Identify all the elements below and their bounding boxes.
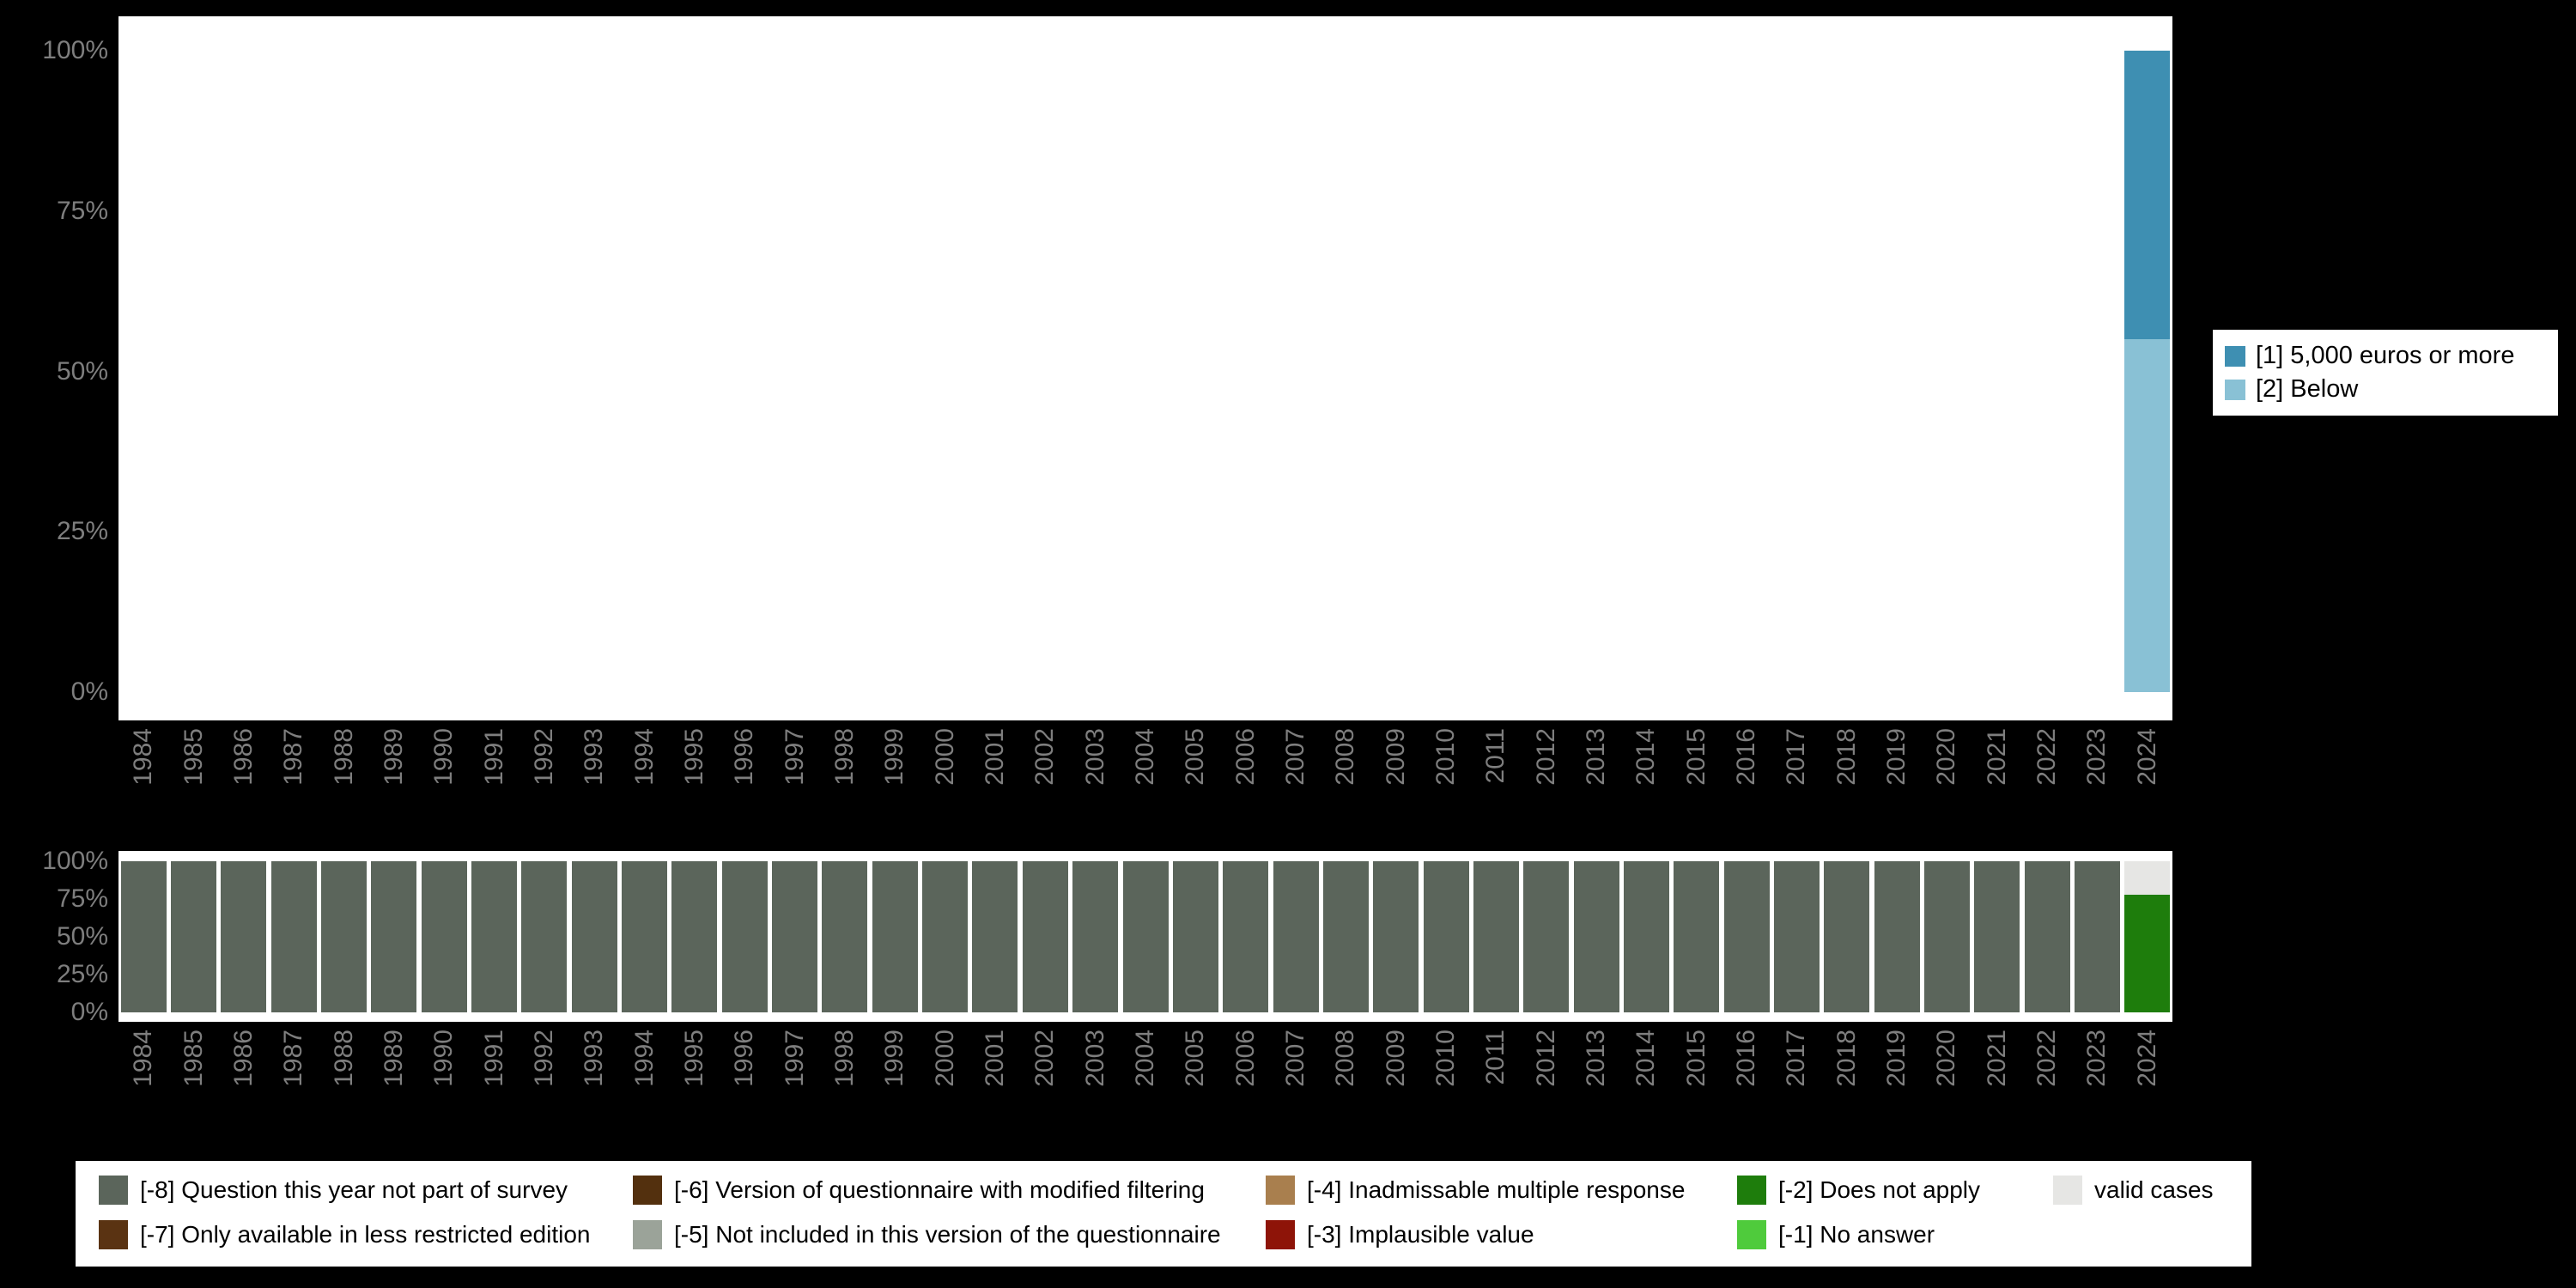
bar-segment	[2124, 339, 2171, 692]
x-axis-tick-text: 2024	[2132, 1030, 2161, 1087]
legend-swatch	[633, 1176, 662, 1205]
y-axis-tick-label: 25%	[56, 960, 108, 988]
legend-label: [-7] Only available in less restricted e…	[140, 1221, 591, 1248]
bar-segment	[972, 861, 1018, 1012]
missing-values-legend: [-8] Question this year not part of surv…	[76, 1161, 2251, 1267]
bar-segment	[1623, 861, 1669, 1012]
bar-segment	[471, 861, 518, 1012]
legend-item: [-1] No answer	[1737, 1220, 2053, 1249]
legend-label: [2] Below	[2256, 375, 2359, 403]
x-axis-tick-label: 2024	[2100, 1029, 2195, 1125]
legend-swatch	[99, 1220, 128, 1249]
bar-segment	[171, 861, 216, 1012]
legend-item: [2] Below	[2225, 375, 2558, 404]
y-axis-tick-label: 75%	[56, 884, 108, 913]
legend-label: [-1] No answer	[1778, 1221, 1935, 1248]
bar-segment	[1322, 861, 1369, 1012]
bar-segment	[571, 861, 617, 1012]
legend-swatch	[2225, 345, 2245, 367]
bar-segment	[1122, 861, 1169, 1012]
bar-segment	[1423, 861, 1469, 1012]
legend-label: [-2] Does not apply	[1778, 1176, 1981, 1203]
legend-item: [1] 5,000 euros or more	[2225, 342, 2558, 370]
bar-segment	[2124, 51, 2171, 340]
bar-segment	[1824, 861, 1870, 1012]
legend-item: [-2] Does not apply	[1737, 1176, 2053, 1205]
bar-segment	[1223, 861, 1269, 1012]
missing-values-chart-plot	[118, 851, 2172, 1022]
bar-segment	[1674, 861, 1720, 1012]
legend-swatch	[2225, 379, 2245, 400]
legend-item: [-5] Not included in this version of the…	[633, 1220, 1266, 1249]
bar-segment	[2124, 861, 2171, 895]
bar-segment	[321, 861, 368, 1012]
legend-label: [-3] Implausible value	[1307, 1221, 1534, 1248]
bar-segment	[2074, 861, 2120, 1012]
legend-label: valid cases	[2094, 1176, 2214, 1203]
y-axis-tick-label: 0%	[70, 677, 108, 706]
bar-segment	[221, 861, 267, 1012]
bar-segment	[421, 861, 467, 1012]
legend-item: [-4] Inadmissable multiple response	[1266, 1176, 1737, 1205]
y-axis-tick-label: 50%	[56, 356, 108, 386]
bar-segment	[120, 861, 167, 1012]
bar-segment	[521, 861, 568, 1012]
legend-item: [-6] Version of questionnaire with modif…	[633, 1176, 1266, 1205]
x-axis-tick-text: 2024	[2132, 728, 2161, 786]
y-axis-tick-label: 0%	[70, 998, 108, 1026]
legend-swatch	[633, 1220, 662, 1249]
bar-segment	[1473, 861, 1519, 1012]
x-axis-tick-label: 2024	[2100, 727, 2195, 823]
bar-segment	[270, 861, 317, 1012]
bar-segment	[872, 861, 918, 1012]
legend-item: [-8] Question this year not part of surv…	[99, 1176, 633, 1205]
legend-label: [-5] Not included in this version of the…	[674, 1221, 1221, 1248]
legend-swatch	[2053, 1176, 2082, 1205]
bar-segment	[1373, 861, 1419, 1012]
legend-swatch	[1266, 1220, 1295, 1249]
bar-segment	[1573, 861, 1619, 1012]
legend-swatch	[1266, 1176, 1295, 1205]
legend-swatch	[1737, 1220, 1766, 1249]
legend-label: [-8] Question this year not part of surv…	[140, 1176, 568, 1203]
bar-segment	[1923, 861, 1970, 1012]
bar-segment	[1022, 861, 1068, 1012]
bar-segment	[2124, 894, 2171, 1012]
bar-segment	[2024, 861, 2070, 1012]
y-axis-tick-label: 100%	[42, 36, 108, 64]
bar-segment	[1172, 861, 1218, 1012]
bar-segment	[1723, 861, 1770, 1012]
y-axis-tick-label: 50%	[56, 922, 108, 951]
bar-segment	[922, 861, 969, 1012]
bar-segment	[1773, 861, 1820, 1012]
legend-item: [-7] Only available in less restricted e…	[99, 1220, 633, 1249]
bar-segment	[671, 861, 718, 1012]
y-axis-tick-label: 100%	[42, 847, 108, 875]
bar-segment	[1523, 861, 1570, 1012]
bar-segment	[1072, 861, 1119, 1012]
bar-segment	[1974, 861, 2020, 1012]
legend-label: [1] 5,000 euros or more	[2256, 342, 2515, 369]
bar-segment	[1273, 861, 1319, 1012]
bar-segment	[772, 861, 818, 1012]
y-axis-tick-label: 75%	[56, 196, 108, 225]
bar-segment	[622, 861, 668, 1012]
bar-segment	[1874, 861, 1920, 1012]
legend-swatch	[99, 1176, 128, 1205]
legend-swatch	[1737, 1176, 1766, 1205]
answers-legend: [1] 5,000 euros or more [2] Below	[2213, 330, 2558, 416]
y-axis-tick-label: 25%	[56, 517, 108, 546]
bar-segment	[721, 861, 768, 1012]
legend-item: [-3] Implausible value	[1266, 1220, 1737, 1249]
legend-item: valid cases	[2053, 1176, 2251, 1205]
answers-chart-plot	[118, 16, 2172, 720]
bar-segment	[822, 861, 868, 1012]
legend-label: [-6] Version of questionnaire with modif…	[674, 1176, 1205, 1203]
bar-segment	[371, 861, 417, 1012]
legend-label: [-4] Inadmissable multiple response	[1307, 1176, 1686, 1203]
